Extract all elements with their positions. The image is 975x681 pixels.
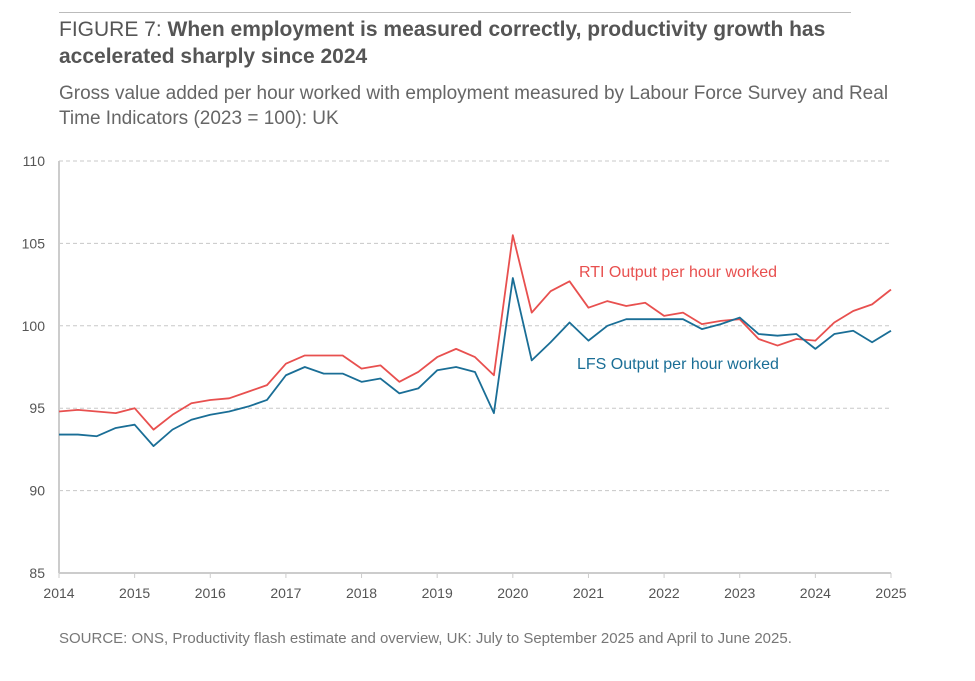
x-tick-label: 2023 (724, 585, 755, 601)
chart-title: FIGURE 7: When employment is measured co… (59, 16, 939, 70)
x-tick-label: 2016 (195, 585, 226, 601)
x-tick-label: 2017 (270, 585, 301, 601)
x-tick-label: 2021 (573, 585, 604, 601)
x-tick-label: 2019 (422, 585, 453, 601)
y-tick-label: 95 (29, 400, 45, 416)
chart-subtitle: Gross value added per hour worked with e… (59, 83, 889, 129)
x-tick-label: 2015 (119, 585, 150, 601)
x-tick-label: 2020 (497, 585, 528, 601)
x-tick-label: 2024 (800, 585, 831, 601)
source-note: SOURCE: ONS, Productivity flash estimate… (59, 630, 792, 647)
x-tick-label: 2014 (43, 585, 74, 601)
series-line-rti (58, 234, 892, 431)
figure-label: FIGURE 7: (59, 18, 162, 41)
title-text: When employment is measured correctly, p… (59, 18, 826, 68)
series-label-lfs: LFS Output per hour worked (577, 356, 779, 373)
y-tick-label: 85 (29, 565, 45, 581)
series-line-lfs (59, 277, 892, 448)
y-tick-label: 90 (29, 483, 45, 499)
y-tick-label: 100 (22, 318, 46, 334)
x-tick-label: 2025 (875, 585, 906, 601)
top-rule (59, 12, 851, 13)
y-tick-label: 105 (22, 235, 46, 251)
series-label-rti: RTI Output per hour worked (579, 264, 777, 281)
x-tick-label: 2022 (649, 585, 680, 601)
y-tick-label: 110 (23, 153, 46, 169)
x-tick-label: 2018 (346, 585, 377, 601)
